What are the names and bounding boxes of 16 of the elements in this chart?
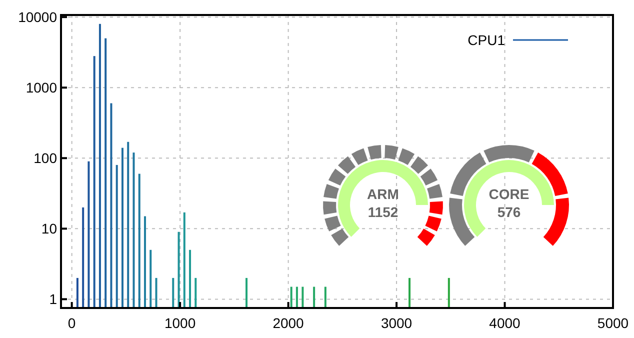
legend-label: CPU1 xyxy=(468,32,506,48)
y-tick-label: 100 xyxy=(34,150,58,166)
annotation: 576 xyxy=(497,204,521,220)
annotation: 1152 xyxy=(368,204,398,220)
y-tick-label: 10 xyxy=(41,220,58,237)
y-tick-label: 1 xyxy=(49,291,58,308)
x-tick-label: 5000 xyxy=(597,315,629,331)
y-tick-label: 10000 xyxy=(18,9,58,26)
x-tick-label: 1000 xyxy=(164,315,196,331)
x-tick-label: 2000 xyxy=(272,315,304,331)
annotation: ARM xyxy=(367,186,399,202)
x-tick-label: 3000 xyxy=(380,315,412,331)
x-tick-label: 0 xyxy=(68,315,76,331)
x-tick-label: 4000 xyxy=(489,315,521,331)
y-tick-label: 1000 xyxy=(26,80,58,96)
annotation: CORE xyxy=(488,186,530,202)
